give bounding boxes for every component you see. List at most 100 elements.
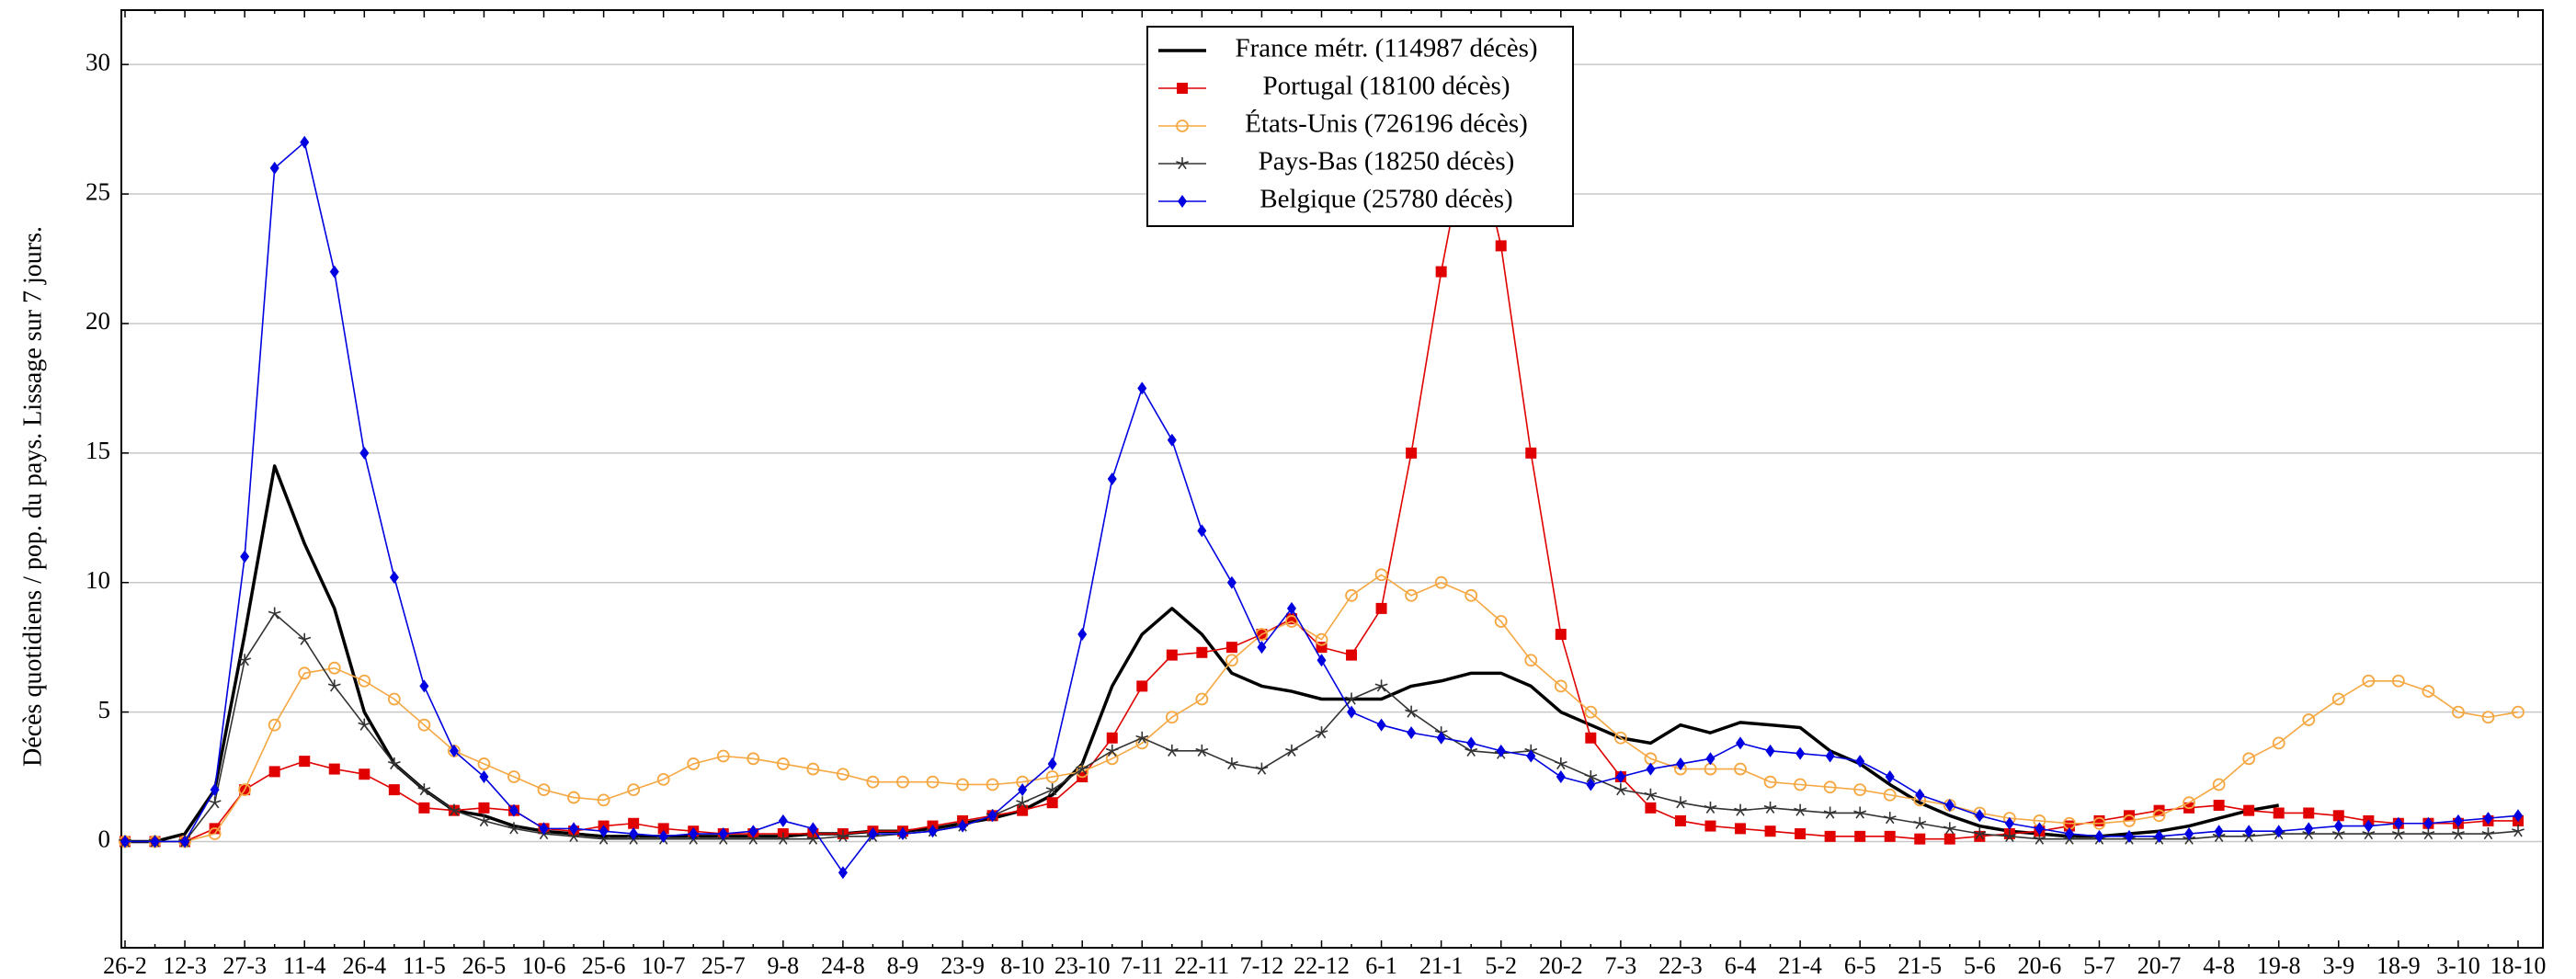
data-point: [329, 265, 339, 279]
data-point: [1166, 649, 1178, 661]
data-point: [868, 827, 878, 841]
data-point: [327, 661, 341, 675]
data-point: [359, 768, 370, 780]
data-point: [658, 829, 668, 843]
data-point: [1884, 830, 1896, 842]
data-point: [657, 823, 669, 835]
data-point: [300, 135, 310, 149]
data-point: [1167, 433, 1177, 447]
data-point: [1854, 830, 1866, 842]
data-point: [837, 768, 849, 781]
x-tick-label: 25-6: [582, 952, 626, 979]
data-point: [1225, 757, 1238, 770]
data-point: [866, 775, 880, 789]
data-point: [2302, 713, 2316, 726]
data-point: [1105, 744, 1119, 757]
data-point: [806, 762, 820, 776]
legend-label: Belgique (25780 décès): [1260, 185, 1512, 214]
x-tick-label: 7-3: [1605, 952, 1637, 979]
data-point: [1435, 266, 1447, 278]
data-point: [507, 770, 520, 783]
data-point: [567, 791, 580, 804]
data-point: [1285, 615, 1298, 628]
data-point: [1765, 744, 1775, 757]
x-tick-label: 18-9: [2377, 952, 2421, 979]
data-point: [1943, 822, 1956, 835]
data-point: [2152, 809, 2166, 823]
data-point: [150, 835, 160, 848]
x-tick-label: 9-8: [767, 952, 799, 979]
data-point: [1586, 778, 1596, 791]
data-point: [449, 744, 459, 757]
data-point: [1346, 649, 1358, 661]
data-point: [1675, 757, 1685, 770]
data-point: [1915, 788, 1925, 802]
data-point: [2364, 819, 2374, 833]
data-point: [2391, 827, 2405, 840]
data-point: [1554, 757, 1567, 770]
x-tick-label: 27-3: [222, 952, 267, 979]
data-point: [1285, 744, 1298, 757]
data-point: [2512, 825, 2525, 837]
data-point: [1196, 646, 1208, 658]
data-point: [2481, 711, 2495, 724]
marker: [1176, 120, 1189, 132]
x-tick-label: 3-10: [2436, 952, 2480, 979]
data-point: [1734, 803, 1747, 816]
data-point: [1764, 825, 1776, 837]
data-point: [1795, 746, 1806, 760]
data-point: [327, 679, 341, 692]
data-point: [2125, 829, 2135, 843]
data-point: [1853, 806, 1867, 819]
data-point: [388, 784, 400, 796]
data-point: [268, 718, 281, 732]
data-point: [1465, 588, 1478, 602]
data-point: [358, 674, 371, 688]
data-point: [1466, 736, 1476, 750]
data-point: [1255, 762, 1269, 775]
data-point: [1763, 801, 1777, 814]
x-tick-label: 8-10: [1000, 952, 1044, 979]
data-point: [1165, 711, 1179, 724]
data-point: [2184, 827, 2194, 841]
data-point: [298, 666, 312, 680]
data-point: [1853, 783, 1867, 797]
data-point: [1407, 726, 1417, 740]
data-point: [1107, 472, 1117, 485]
data-point: [477, 814, 491, 827]
data-point: [2513, 809, 2523, 823]
y-tick-label: 5: [98, 696, 111, 723]
data-point: [1824, 830, 1836, 842]
data-point: [2213, 800, 2225, 812]
data-point: [598, 825, 609, 838]
data-point: [2333, 819, 2343, 833]
data-point: [1495, 240, 1507, 252]
data-point: [1585, 732, 1597, 744]
data-point: [389, 571, 399, 585]
data-point: [507, 822, 520, 835]
data-point: [1554, 679, 1567, 693]
data-point: [1914, 833, 1926, 845]
data-point: [1496, 744, 1506, 757]
data-point: [2154, 829, 2164, 843]
data-point: [1674, 796, 1687, 809]
legend-label: Pays-Bas (18250 décès): [1259, 147, 1515, 176]
data-point: [1434, 575, 1448, 589]
x-tick-label: 21-4: [1778, 952, 1822, 979]
legend-label: États-Unis (726196 décès): [1245, 108, 1528, 139]
x-tick-label: 20-6: [2018, 952, 2062, 979]
data-point: [1045, 770, 1059, 783]
data-point: [987, 809, 997, 823]
data-point: [537, 783, 551, 797]
data-point: [1018, 783, 1028, 797]
data-point: [210, 783, 220, 797]
data-point: [1973, 827, 1987, 840]
data-point: [2303, 807, 2315, 819]
data-point: [2272, 736, 2285, 750]
data-point: [2004, 816, 2014, 830]
data-point: [1734, 762, 1747, 776]
data-point: [2183, 796, 2195, 810]
data-point: [926, 775, 940, 789]
x-tick-label: 10-7: [642, 952, 686, 979]
